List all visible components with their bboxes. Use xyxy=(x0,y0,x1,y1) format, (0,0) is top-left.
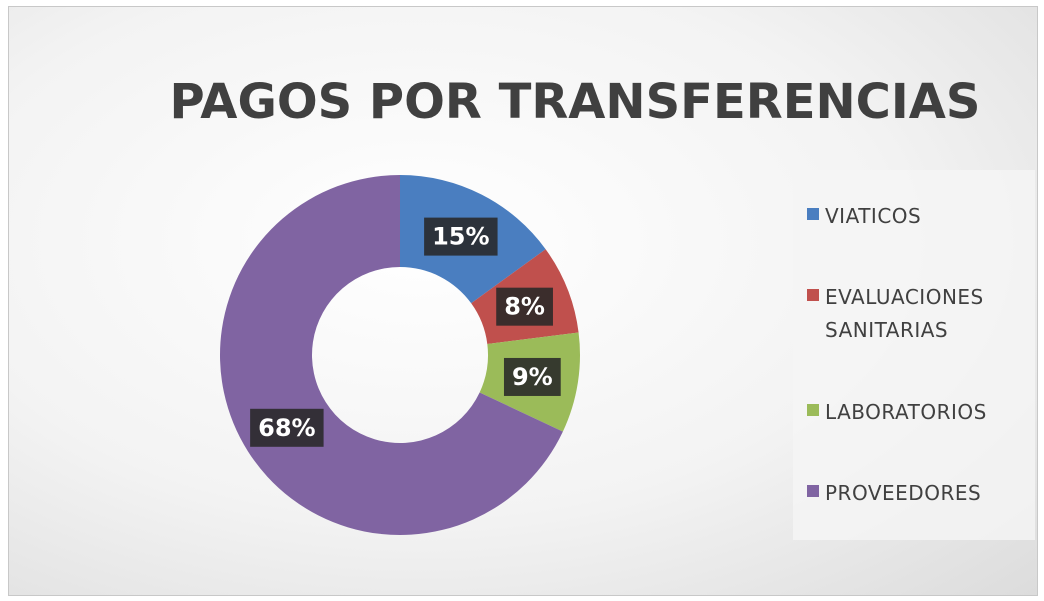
data-label: 15% xyxy=(432,223,489,251)
legend-item: LABORATORIOS xyxy=(793,396,1035,429)
data-label: 9% xyxy=(512,363,553,391)
data-label-box xyxy=(496,287,553,326)
legend-label: EVALUACIONES SANITARIAS xyxy=(825,285,984,343)
data-label-box xyxy=(503,357,561,396)
chart-title: PAGOS POR TRANSFERENCIAS xyxy=(170,74,981,130)
legend-swatch xyxy=(807,403,819,416)
legend-swatch xyxy=(807,289,819,302)
data-label: 68% xyxy=(258,414,315,442)
legend-label: VIATICOS xyxy=(825,204,922,229)
legend-swatch xyxy=(807,208,819,221)
legend: VIATICOS EVALUACIONES SANITARIAS LABORATOR… xyxy=(793,170,1035,540)
legend-item: VIATICOS xyxy=(793,200,1035,233)
data-label: 8% xyxy=(504,293,545,321)
legend-item: EVALUACIONES SANITARIAS xyxy=(793,281,1035,347)
legend-item: PROVEEDORES xyxy=(793,477,1035,510)
legend-label: LABORATORIOS xyxy=(825,399,987,424)
legend-label: PROVEEDORES xyxy=(825,480,982,505)
data-label-box xyxy=(250,408,324,447)
legend-swatch xyxy=(807,484,819,497)
data-label-box xyxy=(424,217,498,256)
